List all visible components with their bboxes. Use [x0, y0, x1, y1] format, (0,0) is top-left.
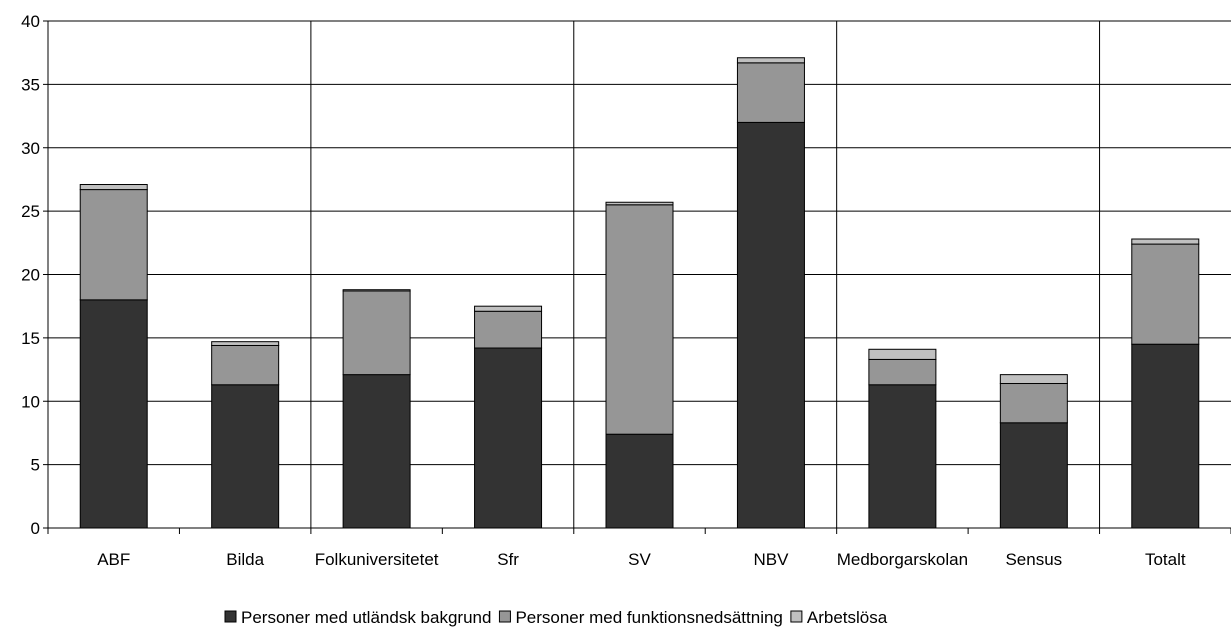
legend-label-2: Personer med funktionsnedsättning [515, 608, 782, 627]
x-tick-label: Totalt [1145, 550, 1186, 569]
x-tick-label: Sfr [497, 550, 519, 569]
legend-label-1: Personer med utländsk bakgrund [241, 608, 491, 627]
bar-segment-medborgarskolan-series-2 [868, 358, 937, 386]
bar-segment-folkuniversitetet-series-2 [342, 290, 411, 376]
bar-segment-sensus-series-3 [999, 374, 1068, 385]
legend-swatch-1 [224, 610, 237, 623]
bar-segment-abf-series-3 [79, 184, 148, 191]
legend-swatch-3 [790, 610, 803, 623]
legend-swatch-2 [498, 610, 511, 623]
bar-segment-bilda-series-2 [211, 344, 280, 386]
bar-segment-sv-series-3 [605, 201, 674, 206]
bar-segment-sensus-series-1 [999, 422, 1068, 529]
category-separators [310, 21, 1101, 528]
x-tick-label: Folkuniversitetet [315, 550, 439, 569]
bar-segment-nbv-series-1 [736, 121, 805, 529]
bar-segment-abf-series-1 [79, 299, 148, 529]
bar-segment-nbv-series-3 [736, 57, 805, 64]
bar-segment-folkuniversitetet-series-1 [342, 374, 411, 529]
y-tick-label: 40 [21, 12, 40, 31]
y-tick-label: 15 [21, 329, 40, 348]
axes [43, 20, 1231, 534]
legend-label-3: Arbetslösa [807, 608, 888, 627]
y-tick-label: 0 [31, 519, 40, 538]
bar-segment-bilda-series-1 [211, 384, 280, 529]
legend: Personer med utländsk bakgrund Personer m… [224, 608, 888, 627]
bar-segment-totalt-series-3 [1131, 238, 1200, 245]
bar-segment-nbv-series-2 [736, 62, 805, 123]
bar-segment-sfr-series-3 [474, 305, 543, 312]
bar-segment-sfr-series-2 [474, 310, 543, 349]
y-tick-label: 30 [21, 139, 40, 158]
y-tick-label: 20 [21, 266, 40, 285]
bar-segment-sv-series-2 [605, 204, 674, 435]
y-tick-label: 10 [21, 392, 40, 411]
y-tick-label: 35 [21, 75, 40, 94]
bar-segment-sensus-series-2 [999, 383, 1068, 424]
bar-segment-folkuniversitetet-series-3 [342, 289, 411, 292]
bar-segment-medborgarskolan-series-3 [868, 348, 937, 360]
x-tick-label: ABF [97, 550, 130, 569]
y-tick-label: 5 [31, 456, 40, 475]
bar-segment-bilda-series-3 [211, 341, 280, 346]
y-tick-label: 25 [21, 202, 40, 221]
bar-segment-sv-series-1 [605, 433, 674, 529]
bar-segment-sfr-series-1 [474, 347, 543, 529]
x-tick-label: NBV [753, 550, 789, 569]
x-tick-label: SV [628, 550, 651, 569]
x-tick-labels: ABF Bilda Folkuniversitetet Sfr SV NBV Medborg… [97, 550, 1186, 569]
bar-segment-totalt-series-2 [1131, 243, 1200, 345]
x-tick-label: Sensus [1005, 550, 1062, 569]
x-tick-label: Bilda [226, 550, 264, 569]
bar-segment-totalt-series-1 [1131, 343, 1200, 529]
bar-segment-medborgarskolan-series-1 [868, 384, 937, 529]
y-tick-labels: 0 5 10 15 20 25 30 35 40 [21, 12, 40, 538]
bar-segment-abf-series-2 [79, 189, 148, 301]
x-tick-label: Medborgarskolan [837, 550, 968, 569]
bars [79, 57, 1200, 529]
